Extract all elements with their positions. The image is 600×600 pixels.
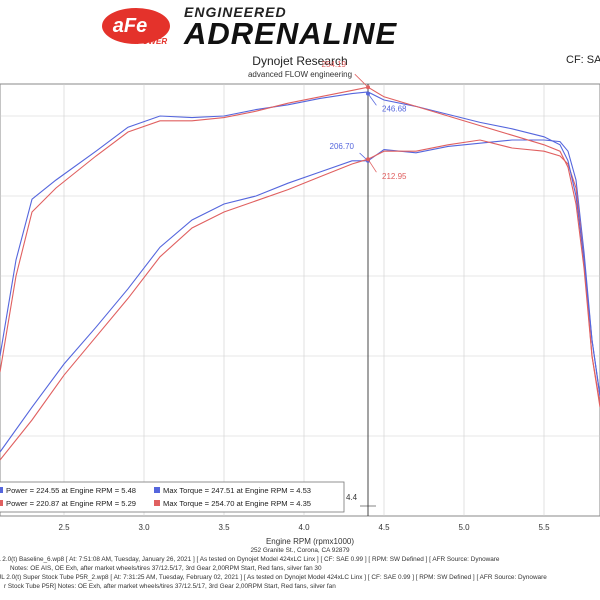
x-tick-label: 5.5 <box>538 523 550 532</box>
brand-engineered: ENGINEERED <box>184 4 287 20</box>
callout-line-torque-red <box>354 73 369 88</box>
x-tick-label: 4.0 <box>298 523 310 532</box>
run1-info: JL 2.0(t) Baseline_6.wp8 [ At: 7:51:08 A… <box>0 556 500 563</box>
x-tick-label: 5.0 <box>458 523 470 532</box>
legend-item-1: Max Torque = 247.51 at Engine RPM = 4.53 <box>163 486 311 495</box>
legend-swatch-3 <box>154 500 160 506</box>
callout-line-torque-blue <box>367 93 377 106</box>
brand-adrenaline: ADRENALINE <box>184 16 398 51</box>
callout-line-power-red <box>367 158 377 173</box>
series-line-2 <box>0 91 600 397</box>
x-tick-label: 3.5 <box>218 523 230 532</box>
page-title: Dynojet Research <box>252 54 348 68</box>
x-axis-label: Engine RPM (rpmx1000) <box>266 537 354 546</box>
callout-torque-blue: 246.68 <box>382 105 407 114</box>
legend-swatch-2 <box>0 500 3 506</box>
address: 252 Granite St., Corona, CA 92879 <box>250 547 350 554</box>
callout-dot-torque-red <box>366 85 370 90</box>
svg-text:aFe: aFe <box>113 15 147 37</box>
callout-torque-red: 254.19 <box>322 60 347 69</box>
run2-notes: r Stock Tube P5R] Notes: OE Exh, after m… <box>4 583 336 590</box>
x-tick-label: 3.0 <box>138 523 150 532</box>
callout-dot-torque-blue <box>366 91 370 96</box>
cursor-value: 4.4 <box>346 493 358 502</box>
plot-frame <box>0 83 600 517</box>
afe-logo: aFe POWER <box>102 8 170 46</box>
legend-box <box>0 481 345 513</box>
x-tick-label: 2.5 <box>58 523 70 532</box>
legend-swatch-1 <box>154 487 160 493</box>
report-header: aFe POWER ENGINEERED ADRENALINE <box>0 0 600 52</box>
legend-item-2: Power = 220.87 at Engine RPM = 5.29 <box>6 499 136 508</box>
legend-item-0: Power = 224.55 at Engine RPM = 5.48 <box>6 486 136 495</box>
cf-label: CF: SA <box>566 54 600 66</box>
callout-power-blue: 206.70 <box>330 142 355 151</box>
callout-power-red: 212.95 <box>382 172 407 181</box>
run1-notes: Notes: OE AIS, OE Exh, after market whee… <box>10 565 322 572</box>
legend-swatch-0 <box>0 487 3 493</box>
x-tick-label: 4.5 <box>378 523 390 532</box>
callout-dot-power-red <box>366 157 370 162</box>
run-footer: 252 Granite St., Corona, CA 92879 JL 2.0… <box>0 546 600 591</box>
svg-text:POWER: POWER <box>137 37 167 46</box>
page-subtitle: advanced FLOW engineering <box>247 70 353 79</box>
series-line-3 <box>0 86 600 408</box>
run2-info: JL 2.0(t) Super Stock Tube P5R_2.wp8 [ A… <box>0 574 547 581</box>
legend-item-3: Max Torque = 254.70 at Engine RPM = 4.35 <box>163 499 311 508</box>
